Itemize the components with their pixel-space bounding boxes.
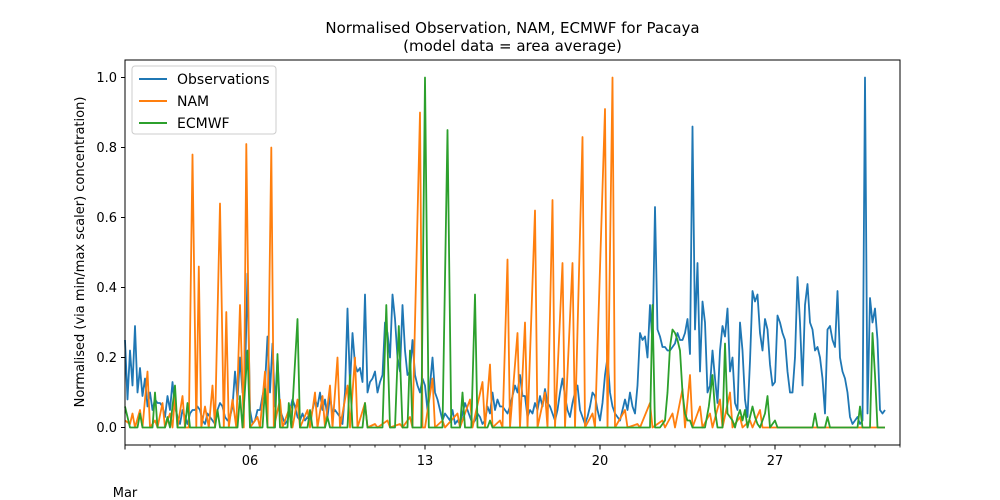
x-axis: 06 13 20 27 <box>124 445 901 469</box>
x-tick-label: 06 <box>242 454 259 469</box>
x-tick-label: 27 <box>767 454 784 469</box>
legend-label-nam: NAM <box>177 94 209 110</box>
legend-label-ecmwf: ECMWF <box>177 116 230 132</box>
x-month-label: Mar <box>113 486 138 500</box>
x-tick-label: 13 <box>417 454 434 469</box>
y-tick-label: 0.2 <box>96 351 117 366</box>
y-axis: 0.0 0.2 0.4 0.6 0.8 1.0 <box>96 71 125 436</box>
y-axis-label: Normalised (via min/max scaler) concentr… <box>73 97 88 408</box>
plot-frame <box>124 59 901 446</box>
legend: Observations NAM ECMWF <box>131 65 277 135</box>
y-tick-label: 0.6 <box>96 211 117 226</box>
series-line-ecmwf <box>124 76 885 429</box>
y-tick-label: 1.0 <box>96 71 117 86</box>
chart-subtitle: (model data = area average) <box>403 37 622 55</box>
chart-title: Normalised Observation, NAM, ECMWF for P… <box>325 19 699 37</box>
series-line-observations <box>124 76 886 425</box>
y-tick-label: 0.8 <box>96 141 117 156</box>
legend-label-observations: Observations <box>177 72 270 88</box>
legend-box <box>131 65 277 135</box>
y-tick-label: 0.0 <box>96 421 117 436</box>
plot-area <box>124 59 901 446</box>
y-tick-label: 0.4 <box>96 281 117 296</box>
x-tick-label: 20 <box>592 454 609 469</box>
series-layer <box>124 76 886 429</box>
